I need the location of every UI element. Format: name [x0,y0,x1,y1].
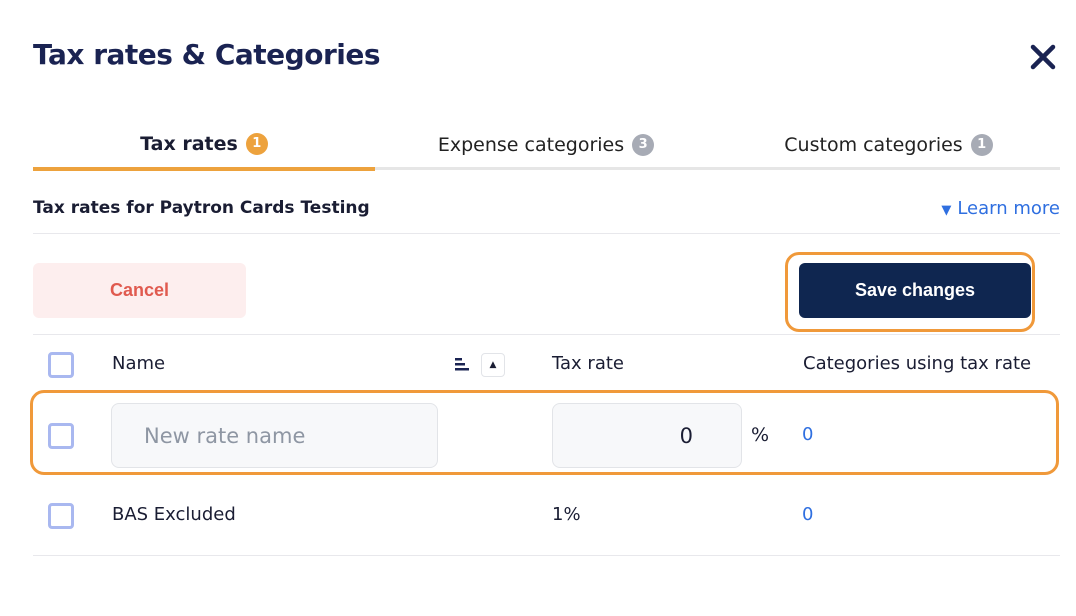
caret-up-icon: ▲ [489,360,497,370]
sort-icon[interactable] [454,356,470,372]
new-rate-value-input[interactable] [552,403,742,468]
count-badge: 1 [970,134,993,156]
row-checkbox[interactable] [48,423,74,449]
learn-more-label: Learn more [957,198,1060,219]
tab-label: Expense categories [437,134,625,156]
column-header-tax-rate: Tax rate [552,353,624,374]
select-all-checkbox[interactable] [48,352,74,378]
section-subtitle: Tax rates for Paytron Cards Testing [33,198,370,218]
tab-tax-rates[interactable]: Tax rates 1 [33,120,375,171]
divider [33,334,1060,335]
sort-ascending-button[interactable]: ▲ [481,353,505,377]
count-badge: 3 [632,134,655,156]
categories-count-link[interactable]: 0 [802,424,814,445]
rate-value: 1% [552,504,581,525]
highlight-outline [785,252,1035,332]
dialog-title: Tax rates & Categories [33,38,381,71]
tab-label: Tax rates [140,132,238,155]
divider [33,555,1060,556]
tab-expense-categories[interactable]: Expense categories 3 [375,120,717,170]
tab-label: Custom categories [784,134,963,156]
count-badge: 1 [245,132,268,155]
categories-count-link[interactable]: 0 [802,504,814,525]
column-header-categories: Categories using tax rate [803,353,1032,374]
percent-label: % [751,424,770,446]
rate-name: BAS Excluded [112,504,236,525]
close-icon[interactable] [1028,42,1058,72]
highlight-outline [30,390,1059,475]
caret-down-icon: ▼ [941,203,952,218]
new-rate-name-input[interactable] [111,403,438,468]
cancel-button[interactable]: Cancel [33,263,246,318]
save-changes-button[interactable]: Save changes [799,263,1031,318]
tab-custom-categories[interactable]: Custom categories 1 [717,120,1060,170]
row-checkbox[interactable] [48,503,74,529]
tab-bar: Tax rates 1 Expense categories 3 Custom ca… [33,120,1060,171]
column-header-name: Name [112,353,166,374]
learn-more-link[interactable]: ▼ Learn more [941,198,1060,219]
divider [33,233,1060,234]
